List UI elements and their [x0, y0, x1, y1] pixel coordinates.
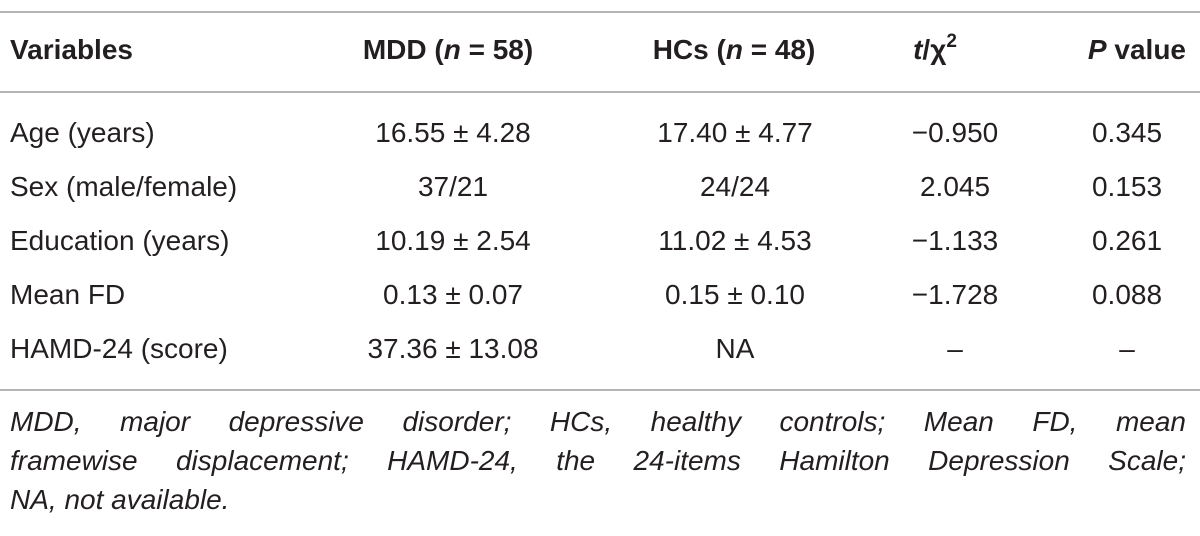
header-text: Variables: [10, 34, 133, 65]
cell-value: 24/24: [699, 171, 771, 202]
cell-value: 11.02 ± 4.53: [658, 225, 812, 256]
cell-value: 2.045: [919, 171, 991, 202]
cell-value: –: [947, 333, 963, 364]
top-rule: [0, 11, 1200, 13]
cell-value: 0.345: [1091, 117, 1163, 148]
cell-value: 17.40 ± 4.77: [657, 117, 813, 148]
header-cell: P value: [1088, 33, 1186, 67]
row-label: Education (years): [10, 225, 230, 256]
cell-value: 0.261: [1091, 225, 1163, 256]
bottom-rule: [0, 389, 1200, 391]
footnote-line: framewise displacement; HAMD-24, the 24-…: [10, 445, 1186, 476]
header-text: 2: [946, 30, 957, 52]
header-cell: MDD (n = 58): [363, 33, 533, 67]
cell-value: 0.088: [1091, 279, 1163, 310]
header-text: MDD (: [362, 34, 444, 65]
footnote: MDD, major depressive disorder; HCs, hea…: [10, 402, 1186, 519]
row-label: Age (years): [10, 117, 155, 148]
cell-value: −1.728: [911, 279, 999, 310]
header-cell: HCs (n = 48): [653, 33, 816, 67]
header-cell: Variables: [10, 33, 133, 67]
header-text: t: [913, 34, 923, 65]
cell-value: −0.950: [911, 117, 999, 148]
cell-value: 16.55 ± 4.28: [375, 117, 531, 148]
row-label: Mean FD: [10, 279, 126, 310]
header-text: value: [1106, 34, 1186, 65]
row-label: Sex (male/female): [10, 171, 238, 202]
cell-value: 37.36 ± 13.08: [367, 333, 539, 364]
header-text: /χ: [922, 34, 947, 65]
cell-value: –: [1119, 333, 1135, 364]
cell-value: NA: [715, 333, 755, 364]
header-rule: [0, 91, 1200, 93]
header-text: n: [443, 34, 461, 65]
cell-value: −1.133: [911, 225, 999, 256]
header-text: n: [725, 34, 743, 65]
header-cell: t/χ2: [913, 30, 957, 67]
header-text: = 58): [460, 34, 534, 65]
header-text: P: [1087, 34, 1107, 65]
footnote-line: NA, not available.: [10, 484, 230, 515]
header-text: HCs (: [652, 34, 726, 65]
cell-value: 0.13 ± 0.07: [383, 279, 523, 310]
cell-value: 0.153: [1091, 171, 1163, 202]
cell-value: 37/21: [417, 171, 489, 202]
row-label: HAMD-24 (score): [10, 333, 228, 364]
footnote-line: MDD, major depressive disorder; HCs, hea…: [10, 406, 1186, 437]
header-text: = 48): [742, 34, 816, 65]
cell-value: 10.19 ± 2.54: [375, 225, 531, 256]
cell-value: 0.15 ± 0.10: [665, 279, 805, 310]
